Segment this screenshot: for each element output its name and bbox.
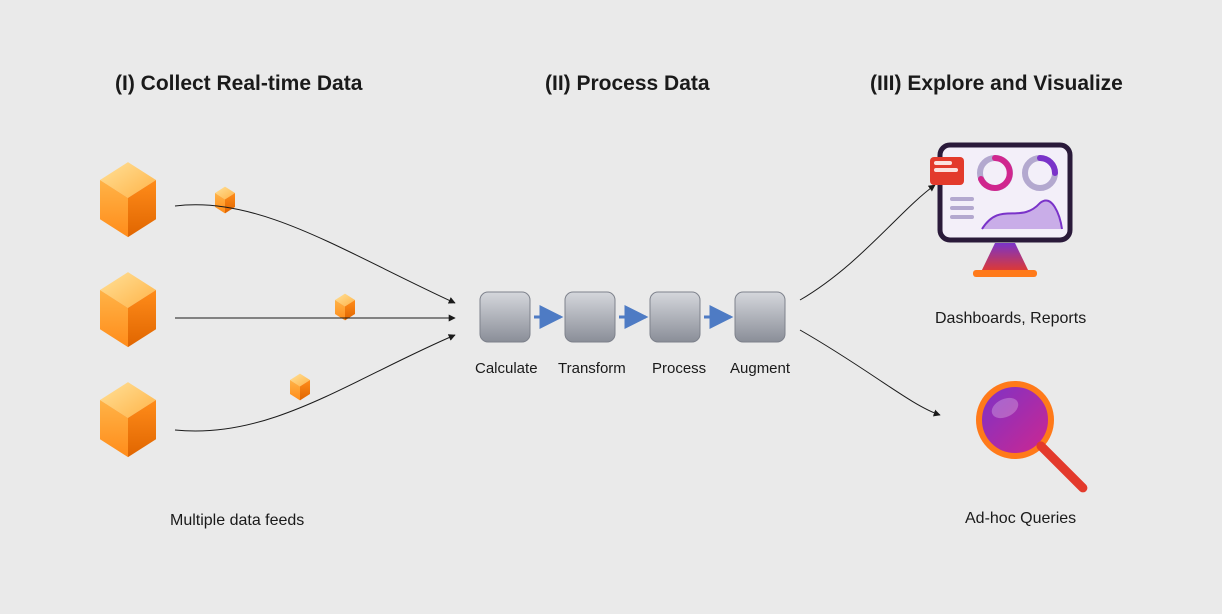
output-connectors xyxy=(800,185,940,415)
data-cube-icon xyxy=(100,382,156,457)
step-label-calculate: Calculate xyxy=(475,360,538,377)
output-arrow xyxy=(800,185,935,300)
step-label-transform: Transform xyxy=(558,360,626,377)
dashboard-label: Dashboards, Reports xyxy=(935,310,1086,328)
section-heading-explore: (III) Explore and Visualize xyxy=(870,72,1123,96)
data-packet-icon xyxy=(215,187,235,214)
process-pipeline xyxy=(480,292,785,342)
section-heading-process: (II) Process Data xyxy=(545,72,710,96)
section-heading-collect: (I) Collect Real-time Data xyxy=(115,72,362,96)
data-packet-icon xyxy=(335,294,355,321)
feed-arrow xyxy=(175,335,455,431)
magnifier-label: Ad-hoc Queries xyxy=(965,510,1076,528)
magnifier-icon xyxy=(979,384,1083,488)
data-cube-icon xyxy=(100,162,156,237)
step-label-process: Process xyxy=(652,360,706,377)
feed-connectors xyxy=(175,205,455,431)
data-packet-icon xyxy=(290,374,310,401)
step-label-augment: Augment xyxy=(730,360,790,377)
data-cube-icon xyxy=(100,272,156,347)
output-arrow xyxy=(800,330,940,415)
collect-caption: Multiple data feeds xyxy=(170,512,304,530)
dashboard-icon xyxy=(930,145,1070,277)
feed-arrow xyxy=(175,205,455,303)
